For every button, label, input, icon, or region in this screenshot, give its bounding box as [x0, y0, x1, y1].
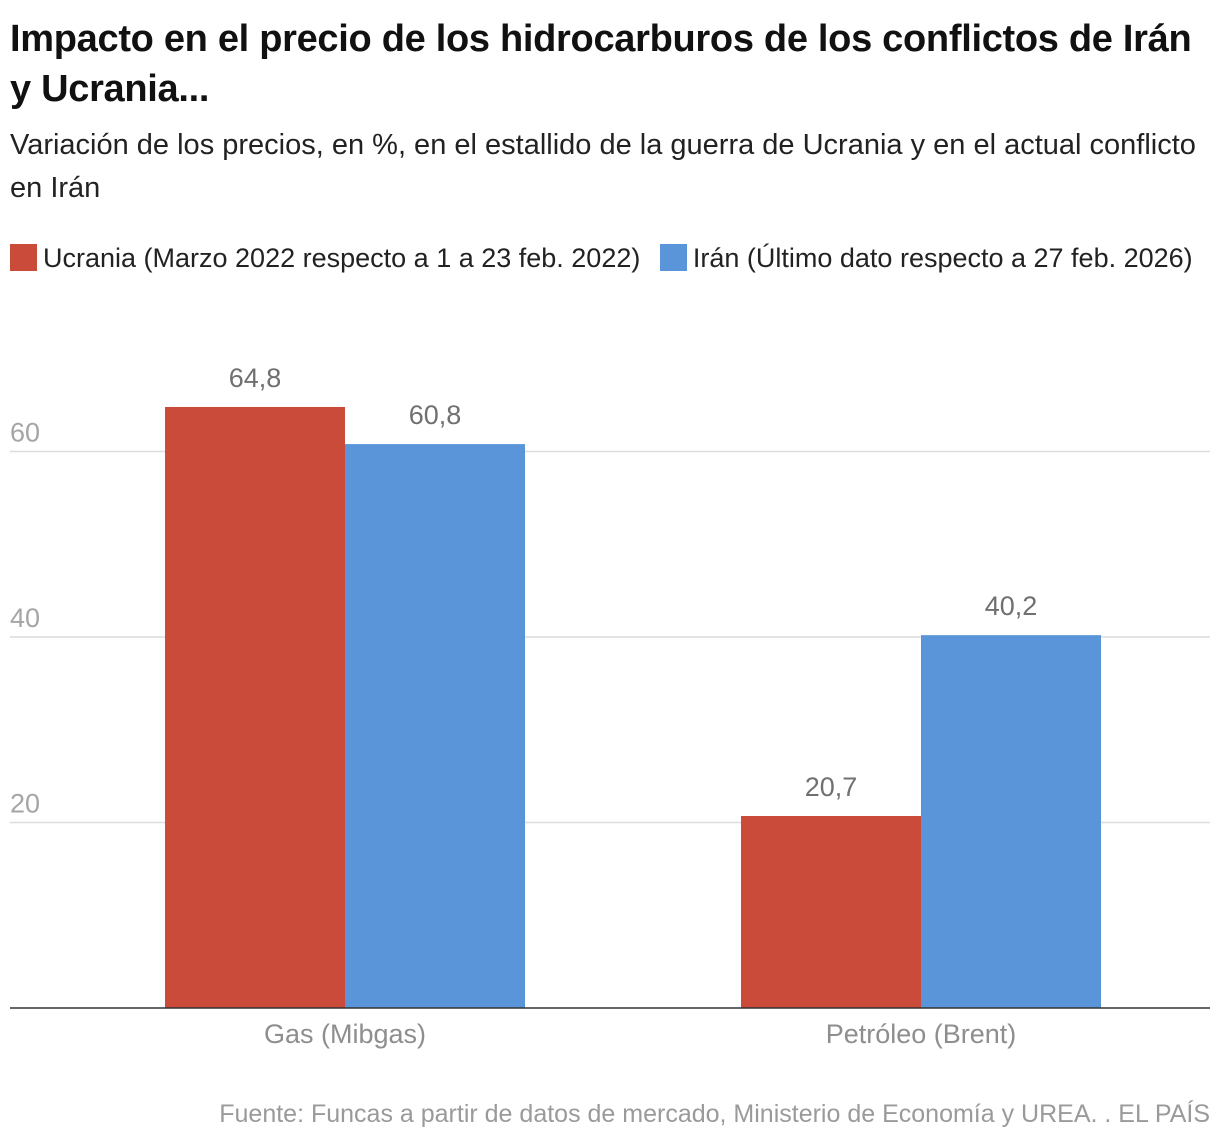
bar-1-0: [741, 816, 921, 1008]
legend-label-ucrania: Ucrania (Marzo 2022 respecto a 1 a 23 fe…: [43, 243, 641, 273]
x-tick-label-0: Gas (Mibgas): [264, 1019, 426, 1049]
data-label-0-1: 60,8: [409, 400, 462, 430]
bar-0-0: [165, 406, 345, 1009]
data-label-0-0: 64,8: [229, 363, 282, 393]
bar-0-1: [345, 444, 525, 1009]
bar-1-1: [921, 635, 1101, 1008]
chart-title: Impacto en el precio de los hidrocarburo…: [10, 18, 1192, 110]
y-tick-label-40: 40: [10, 603, 40, 633]
legend: Ucrania (Marzo 2022 respecto a 1 a 23 fe…: [10, 236, 1210, 280]
x-tick-label-1: Petróleo (Brent): [826, 1019, 1017, 1049]
chart-subtitle: Variación de los precios, en %, en el es…: [10, 129, 1196, 204]
data-label-1-0: 20,7: [805, 772, 858, 802]
data-label-1-1: 40,2: [985, 591, 1038, 621]
source-note: Fuente: Funcas a partir de datos de merc…: [219, 1100, 1210, 1128]
legend-item-iran: Irán (Último dato respecto a 27 feb. 202…: [659, 243, 1193, 273]
y-tick-label-60: 60: [10, 418, 40, 448]
y-tick-label-20: 20: [10, 789, 40, 819]
legend-label-iran: Irán (Último dato respecto a 27 feb. 202…: [692, 243, 1193, 273]
legend-item-ucrania: Ucrania (Marzo 2022 respecto a 1 a 23 fe…: [10, 243, 640, 273]
legend-swatch-iran: [659, 244, 687, 271]
bar-chart: 20 40 60 64,8 60,8 Gas (Mibgas) 20,7 40,2 Petról…: [10, 363, 1210, 1049]
legend-swatch-ucrania: [10, 244, 37, 271]
